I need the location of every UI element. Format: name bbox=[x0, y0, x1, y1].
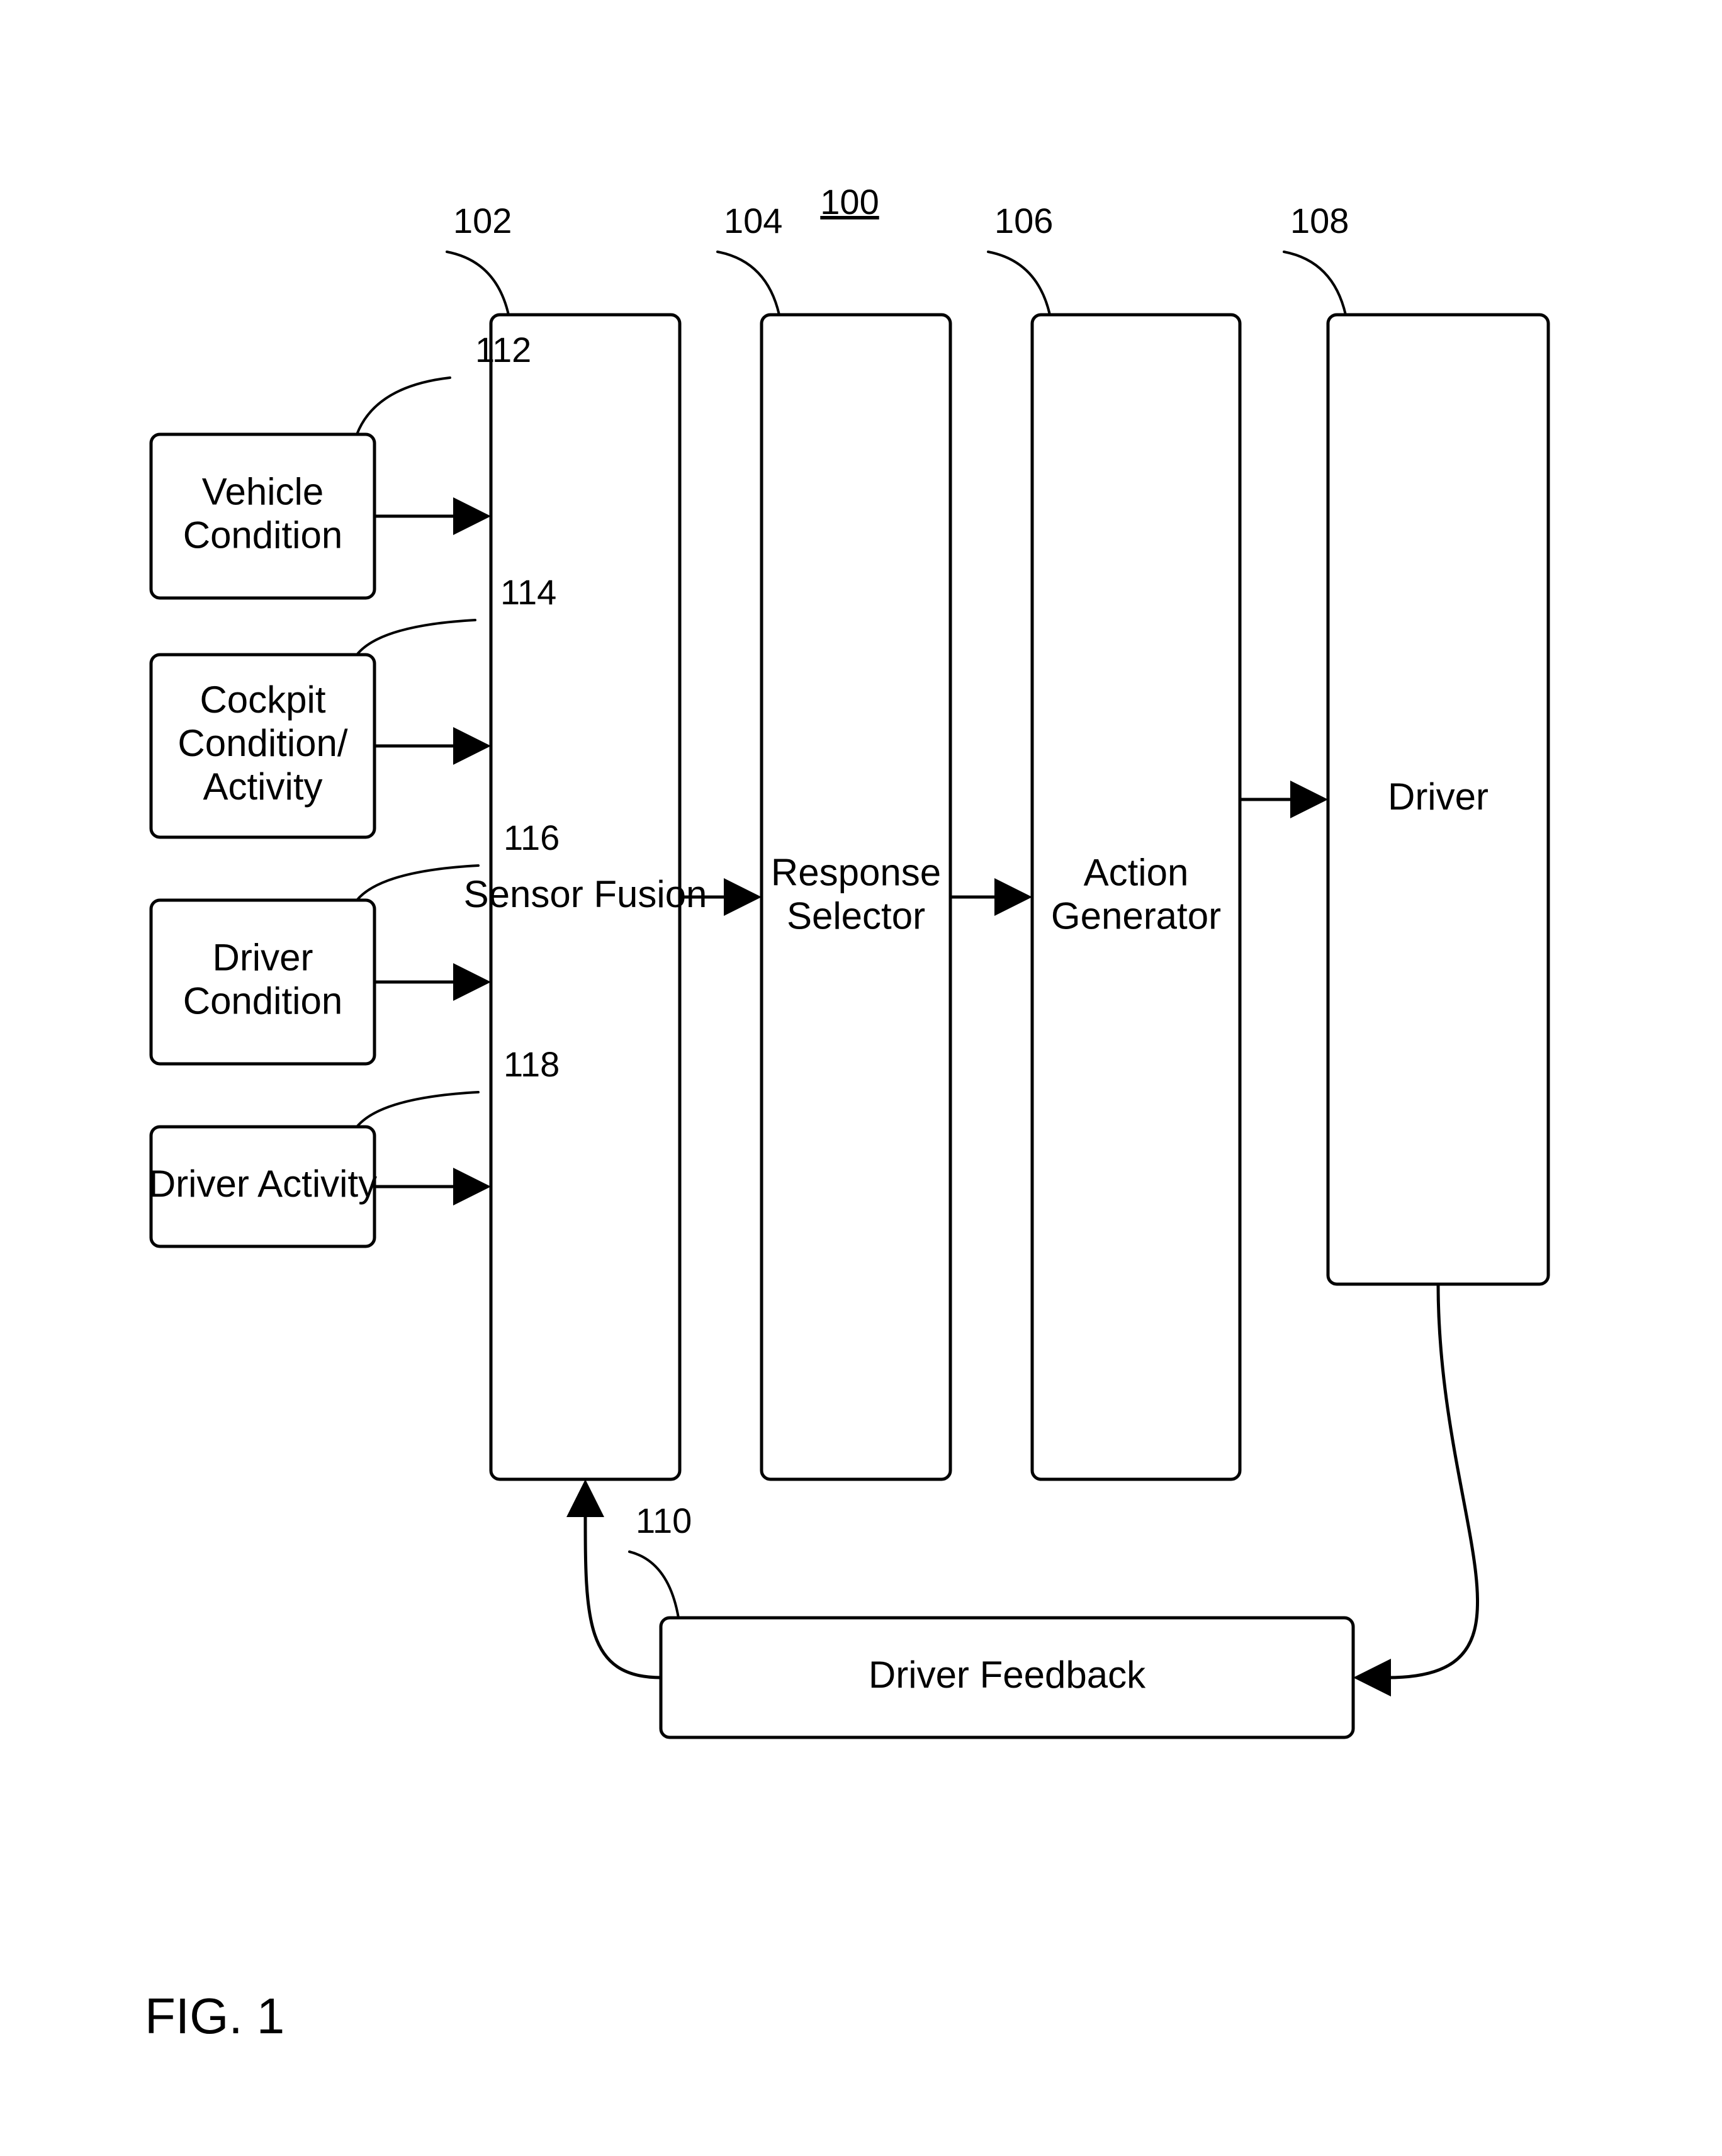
label-driver_condition-line-0: Driver bbox=[213, 936, 313, 978]
label-cockpit_condition-line-1: Condition/ bbox=[177, 722, 348, 764]
label-action_generator-line-0: Action bbox=[1084, 851, 1189, 893]
diagram-root: 100VehicleConditionCockpitCondition/Acti… bbox=[0, 0, 1722, 2156]
label-cockpit_condition-line-2: Activity bbox=[203, 765, 322, 808]
label-vehicle_condition-line-0: Vehicle bbox=[202, 470, 324, 512]
label-response_selector-line-1: Selector bbox=[787, 895, 925, 937]
ref-vehicle_condition: 112 bbox=[475, 330, 531, 370]
label-vehicle_condition-line-1: Condition bbox=[183, 514, 343, 556]
label-driver-line-0: Driver bbox=[1388, 776, 1488, 818]
ref-driver_feedback: 110 bbox=[636, 1501, 692, 1540]
label-driver_condition-line-1: Condition bbox=[183, 979, 343, 1022]
label-action_generator-line-1: Generator bbox=[1051, 895, 1221, 937]
figure-ref-100: 100 bbox=[820, 182, 879, 222]
canvas-bg bbox=[0, 0, 1722, 2156]
figure-label: FIG. 1 bbox=[145, 1988, 284, 2044]
ref-cockpit_condition: 114 bbox=[500, 572, 556, 612]
ref-response_selector: 104 bbox=[724, 201, 782, 240]
ref-driver_condition: 116 bbox=[504, 818, 560, 857]
ref-sensor_fusion: 102 bbox=[453, 201, 512, 240]
ref-driver: 108 bbox=[1290, 201, 1349, 240]
label-driver_activity-line-0: Driver Activity bbox=[149, 1163, 377, 1205]
label-response_selector-line-0: Response bbox=[771, 851, 941, 893]
label-driver_feedback-line-0: Driver Feedback bbox=[869, 1654, 1146, 1696]
diagram-svg: 100VehicleConditionCockpitCondition/Acti… bbox=[0, 0, 1722, 2156]
label-cockpit_condition-line-0: Cockpit bbox=[200, 679, 325, 721]
label-sensor_fusion-line-0: Sensor Fusion bbox=[464, 873, 707, 915]
ref-driver_activity: 118 bbox=[504, 1044, 560, 1084]
ref-action_generator: 106 bbox=[994, 201, 1053, 240]
